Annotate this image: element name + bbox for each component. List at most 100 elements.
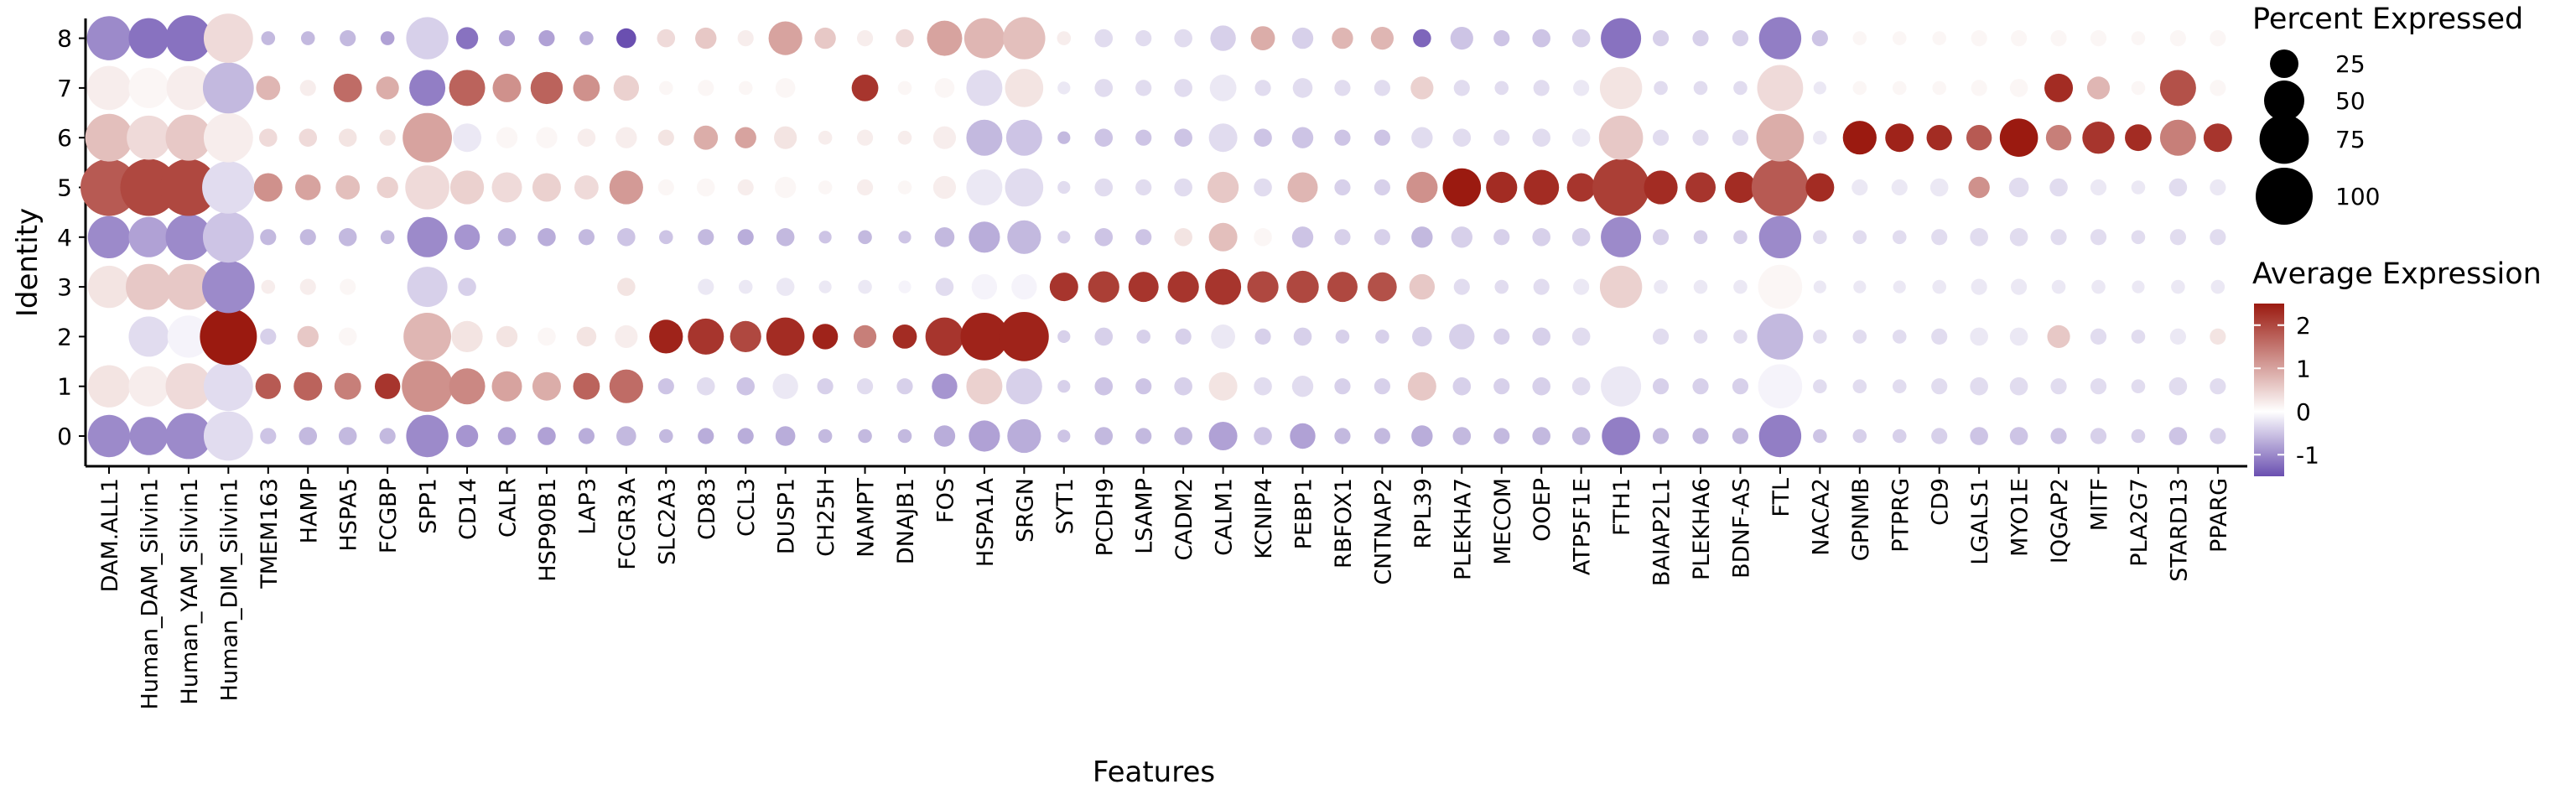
dot xyxy=(1573,80,1590,96)
x-tick-label: RPL39 xyxy=(1410,478,1436,548)
dot xyxy=(1374,80,1390,96)
x-tick-label: HSPA1A xyxy=(973,477,999,567)
x-tick-label: HSPA5 xyxy=(336,478,362,552)
dot xyxy=(695,27,717,49)
dot xyxy=(776,228,795,247)
x-tick-label: ATP5F1E xyxy=(1570,478,1596,575)
dot xyxy=(1407,371,1436,401)
dot xyxy=(1692,129,1709,146)
dot xyxy=(2168,178,2188,197)
x-tick-label: SRGN xyxy=(1012,478,1038,543)
color-legend-label: -1 xyxy=(2296,441,2319,469)
dot xyxy=(299,278,316,295)
dot xyxy=(1852,31,1867,45)
dot xyxy=(1094,427,1114,445)
dot xyxy=(1813,280,1826,293)
dot xyxy=(1601,216,1642,257)
dot xyxy=(1094,128,1114,147)
dot xyxy=(1057,131,1071,144)
dot xyxy=(1453,80,1470,96)
dot xyxy=(1208,171,1239,204)
dot xyxy=(814,27,836,49)
dot xyxy=(932,175,957,200)
x-tick-label: MECOM xyxy=(1490,478,1516,565)
dot xyxy=(1088,271,1119,303)
x-tick-label: BDNF-AS xyxy=(1728,478,1754,579)
dot xyxy=(775,426,796,446)
dot xyxy=(812,324,839,350)
x-tick-label: PLA2G7 xyxy=(2127,478,2153,567)
dot xyxy=(935,278,954,296)
dot xyxy=(2210,428,2226,444)
dot xyxy=(2168,377,2188,396)
dot xyxy=(2131,330,2146,344)
dot xyxy=(293,371,323,401)
dot xyxy=(775,78,796,98)
dot xyxy=(497,228,517,247)
dot xyxy=(166,65,211,111)
dot xyxy=(1932,279,1946,294)
dot xyxy=(1524,169,1560,205)
dot xyxy=(2210,30,2226,47)
dot xyxy=(340,30,356,47)
dot xyxy=(963,18,1005,59)
dot xyxy=(766,317,805,356)
dot xyxy=(616,28,636,49)
dot xyxy=(1756,113,1805,162)
dot xyxy=(338,228,357,247)
y-tick-label: 4 xyxy=(57,224,72,252)
dot xyxy=(1571,377,1591,396)
dot xyxy=(454,224,480,250)
x-tick-label: PPARG xyxy=(2206,478,2232,553)
dot xyxy=(165,114,212,161)
dot xyxy=(1813,230,1827,245)
dot xyxy=(2090,378,2107,395)
dot xyxy=(491,172,522,203)
dot xyxy=(1751,158,1809,216)
dot xyxy=(1254,328,1271,345)
dot xyxy=(576,326,597,347)
dot xyxy=(1370,26,1394,50)
dot xyxy=(2009,79,2028,97)
dot xyxy=(1758,414,1802,458)
dot xyxy=(1652,229,1670,246)
dot xyxy=(659,279,673,294)
dot xyxy=(2049,178,2068,197)
x-tick-label: RBFOX1 xyxy=(1331,478,1357,569)
x-tick-label: STARD13 xyxy=(2166,478,2192,582)
dot xyxy=(1291,376,1314,397)
dot xyxy=(126,263,172,310)
dot xyxy=(1254,377,1272,396)
y-tick-group: 0 1 2 3 4 5 6 7 8 xyxy=(57,25,86,450)
dot xyxy=(1094,228,1114,247)
dot xyxy=(1254,80,1271,96)
dot xyxy=(1374,378,1390,395)
dot xyxy=(1757,314,1804,360)
dot xyxy=(774,176,797,199)
dot xyxy=(1566,173,1596,202)
dot xyxy=(2210,179,2226,196)
dot xyxy=(203,361,253,412)
dot xyxy=(698,80,714,96)
dot xyxy=(1210,25,1236,51)
dot xyxy=(1892,230,1907,245)
dot xyxy=(1999,118,2038,157)
size-legend-dot xyxy=(2270,49,2298,78)
dot xyxy=(2159,119,2196,156)
dot xyxy=(1334,179,1351,196)
x-tick-label: DUSP1 xyxy=(774,478,800,554)
dot xyxy=(338,427,357,445)
dot xyxy=(87,414,131,458)
dot xyxy=(496,127,518,148)
dot xyxy=(2047,325,2070,348)
dot xyxy=(851,75,879,101)
dot xyxy=(1412,326,1432,347)
dot xyxy=(1135,378,1152,395)
dot xyxy=(2131,80,2146,96)
color-legend: Average Expression 2 1 0 -1 xyxy=(2252,257,2542,476)
y-tick-label: 5 xyxy=(57,174,72,202)
dot xyxy=(1411,127,1433,148)
x-tick-label: HAMP xyxy=(296,478,322,543)
dot xyxy=(768,21,802,55)
dot xyxy=(261,31,276,45)
